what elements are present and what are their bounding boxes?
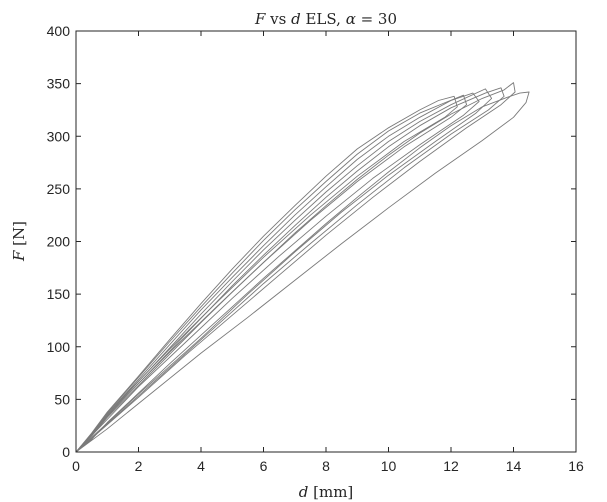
y-tick-label: 100	[47, 339, 71, 355]
series-layer	[75, 82, 530, 453]
chart-title: F vs d ELS, α = 30	[254, 10, 397, 28]
y-tick-label: 50	[54, 391, 70, 407]
plot-area: 0 2 4 6 8 10 12 14 16 0 50 100 150 200 250 300 350 400	[47, 23, 584, 474]
y-tick-label: 400	[47, 23, 71, 39]
y-tick-label: 250	[47, 181, 71, 197]
y-axis-ticks: 0 50 100 150 200 250 300 350 400	[47, 23, 576, 460]
x-tick-label: 14	[506, 458, 522, 474]
y-tick-label: 0	[62, 444, 70, 460]
x-tick-label: 16	[568, 458, 584, 474]
x-tick-label: 4	[197, 458, 205, 474]
y-tick-label: 300	[47, 128, 71, 144]
series-line-7	[75, 91, 530, 453]
series-line-1	[75, 95, 458, 453]
x-tick-label: 6	[260, 458, 268, 474]
series-line-5	[75, 87, 505, 453]
x-tick-label: 10	[381, 458, 397, 474]
series-line-3	[75, 92, 480, 453]
y-tick-label: 350	[47, 76, 71, 92]
x-axis-ticks: 0 2 4 6 8 10 12 14 16	[72, 31, 584, 474]
series-line-4	[75, 88, 493, 453]
x-tick-label: 0	[72, 458, 80, 474]
y-tick-label: 150	[47, 286, 71, 302]
y-tick-label: 200	[47, 234, 71, 250]
series-line-6	[75, 82, 516, 453]
x-tick-label: 2	[135, 458, 143, 474]
x-tick-label: 12	[443, 458, 459, 474]
x-axis-label: d [mm]	[299, 483, 354, 501]
y-axis-label: F [N]	[10, 221, 28, 262]
x-tick-label: 8	[322, 458, 330, 474]
